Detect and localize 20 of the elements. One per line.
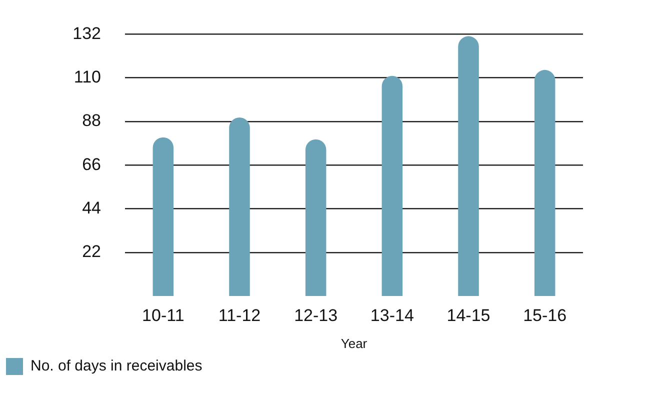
legend-label: No. of days in receivables <box>30 358 202 375</box>
x-tick-label: 15-16 <box>523 306 567 325</box>
x-tick-label: 10-11 <box>142 306 184 325</box>
bar <box>229 118 250 296</box>
x-tick-label: 14-15 <box>446 306 490 325</box>
bar <box>382 76 403 296</box>
y-tick-label: 66 <box>82 154 101 174</box>
y-tick-label: 44 <box>82 198 101 218</box>
y-tick-label: 88 <box>82 111 101 130</box>
y-tick-label: 132 <box>72 24 101 43</box>
bar <box>305 139 326 296</box>
x-axis-title: Year <box>340 336 368 351</box>
x-tick-label: 12-13 <box>294 306 338 325</box>
x-tick-label: 13-14 <box>370 306 414 325</box>
bar <box>534 70 556 296</box>
y-tick-label: 110 <box>74 68 101 87</box>
bar <box>152 137 174 296</box>
bar <box>458 36 479 296</box>
x-tick-label: 11-12 <box>218 306 261 325</box>
y-tick-label: 22 <box>82 242 101 262</box>
